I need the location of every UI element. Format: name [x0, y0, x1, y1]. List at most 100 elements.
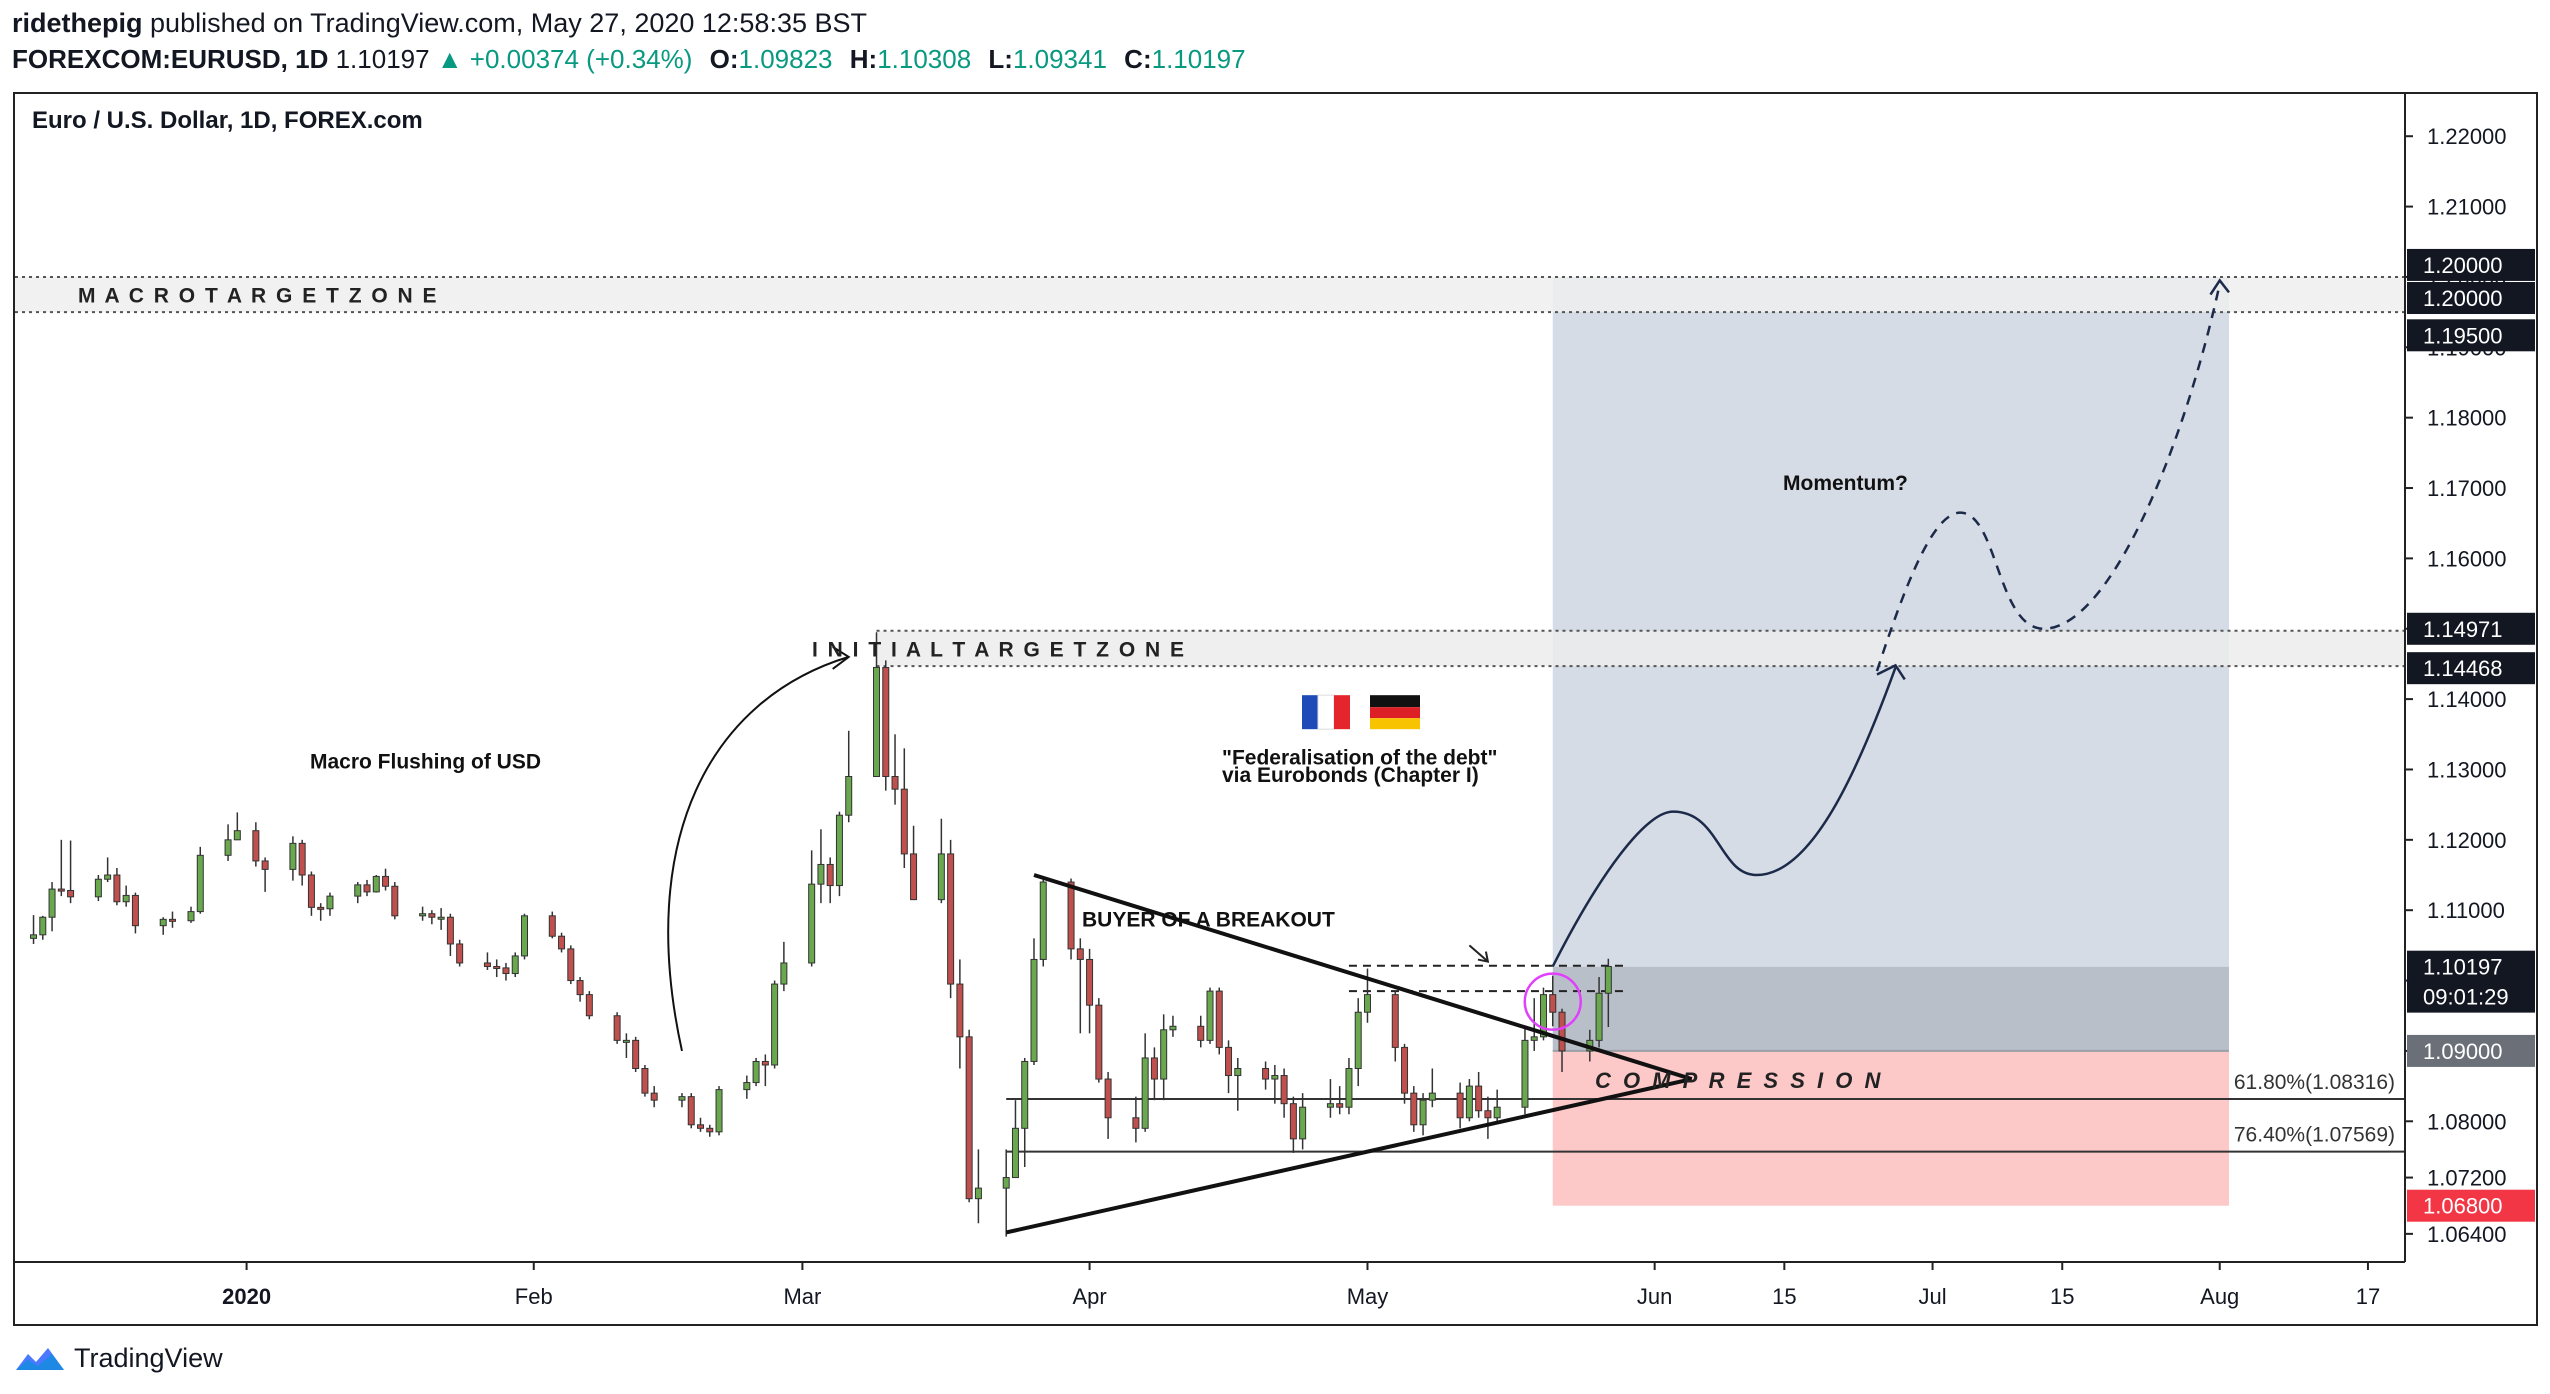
price-tick-label: 1.13000	[2427, 757, 2507, 782]
price-label-value: 1.19500	[2423, 323, 2503, 348]
candle	[391, 882, 399, 920]
footer-brand[interactable]: TradingView	[74, 1343, 223, 1373]
candle	[706, 1124, 714, 1137]
candle-body	[1345, 1068, 1353, 1108]
price-tick-label: 1.22000	[2427, 124, 2507, 149]
candle	[1336, 1086, 1344, 1115]
candle-body	[113, 874, 121, 903]
candle-body	[882, 666, 890, 778]
candle	[771, 980, 779, 1069]
profit-zone	[1552, 276, 2229, 967]
candle	[576, 977, 584, 1002]
price-tick-label: 1.08000	[2427, 1109, 2507, 1134]
candle-body	[1030, 958, 1038, 1062]
candle	[382, 868, 390, 891]
symbol-label[interactable]: FOREXCOM:EURUSD, 1D	[12, 44, 329, 74]
flag-stripe	[1334, 695, 1350, 730]
candle-body	[1363, 994, 1371, 1013]
flush-arrow	[667, 655, 850, 1052]
candle-body	[1539, 994, 1547, 1038]
candle-body	[873, 666, 881, 778]
candle-body	[687, 1096, 695, 1126]
tradingview-logo-icon[interactable]	[14, 1344, 66, 1374]
candle	[48, 882, 56, 932]
candle-body	[1150, 1057, 1158, 1080]
candle	[882, 660, 890, 791]
candle	[817, 829, 825, 904]
candle	[937, 818, 945, 904]
breakout-circle	[1523, 972, 1583, 1031]
candle	[67, 840, 75, 904]
candle-body	[131, 894, 139, 927]
candle-body	[391, 885, 399, 917]
candle-body	[1104, 1078, 1112, 1119]
candle-body	[1419, 1099, 1427, 1126]
candle	[1299, 1093, 1307, 1150]
candle-body	[224, 839, 232, 856]
publish-info: ridethepig published on TradingView.com,…	[12, 8, 867, 39]
low-label: L:	[988, 44, 1013, 74]
entry-zone	[1552, 966, 2229, 1051]
candle	[910, 825, 918, 901]
candle	[1076, 938, 1084, 1034]
candle-body	[289, 842, 297, 870]
candle	[493, 959, 501, 978]
candle-body	[1215, 990, 1223, 1048]
projection-arrow-head	[1876, 663, 1906, 681]
candle	[1039, 877, 1047, 967]
candle	[1493, 1089, 1501, 1122]
candle-body	[1206, 990, 1214, 1041]
candle-body	[752, 1060, 760, 1084]
buyer-arrow-head	[1477, 951, 1490, 963]
fib-label-1: 76.40%(1.07569)	[2234, 1124, 2395, 1147]
candle-body	[548, 915, 556, 937]
price-label-box	[2407, 950, 2535, 983]
candle	[252, 822, 260, 867]
price-label-box	[2407, 1189, 2535, 1222]
candle-body	[1002, 1177, 1010, 1189]
candle	[298, 839, 306, 886]
candle	[1604, 958, 1612, 1027]
open-value: 1.09823	[738, 44, 833, 74]
time-tick-label: 2020	[222, 1284, 271, 1309]
publisher-name[interactable]: ridethepig	[12, 8, 143, 38]
candle-body	[1475, 1085, 1483, 1112]
candle	[372, 875, 380, 893]
candle-body	[947, 853, 955, 985]
candle-body	[1271, 1075, 1279, 1080]
triangle-upper-line	[1033, 873, 1693, 1081]
candle-body	[511, 955, 519, 975]
candle-body	[835, 814, 843, 887]
candle-body	[650, 1092, 658, 1101]
candle-body	[1465, 1085, 1473, 1119]
candle	[1521, 1026, 1529, 1115]
candle	[1002, 1149, 1010, 1237]
candle	[1401, 1043, 1409, 1104]
candle-body	[1141, 1057, 1149, 1129]
candle	[446, 913, 454, 956]
price-label-box	[2407, 282, 2535, 315]
candle-body	[196, 854, 204, 913]
candle	[835, 811, 843, 897]
candle-body	[1604, 965, 1612, 994]
candle	[1011, 1100, 1019, 1179]
candle-body	[159, 918, 167, 927]
close-label: C:	[1124, 44, 1152, 74]
candle	[159, 917, 167, 935]
candle	[752, 1057, 760, 1087]
candle-body	[502, 967, 510, 975]
candle-body	[48, 888, 56, 918]
candle	[168, 911, 176, 928]
annotation-momentum: Momentum?	[1783, 472, 1908, 495]
price-tick-label: 1.18000	[2427, 406, 2507, 431]
candle	[808, 850, 816, 967]
candle-body	[57, 888, 65, 892]
candle	[1169, 1015, 1177, 1037]
price-tick-label: 1.06400	[2427, 1222, 2507, 1247]
high-label: H:	[849, 44, 878, 74]
symbol-info: FOREXCOM:EURUSD, 1D 1.10197 ▲ +0.00374 (…	[12, 44, 1246, 75]
annotation-layer: M A C R O T A R G E T Z O N E I N I T I A…	[32, 107, 2395, 1147]
candle-body	[1289, 1103, 1297, 1140]
price-label-box	[2407, 980, 2535, 1013]
